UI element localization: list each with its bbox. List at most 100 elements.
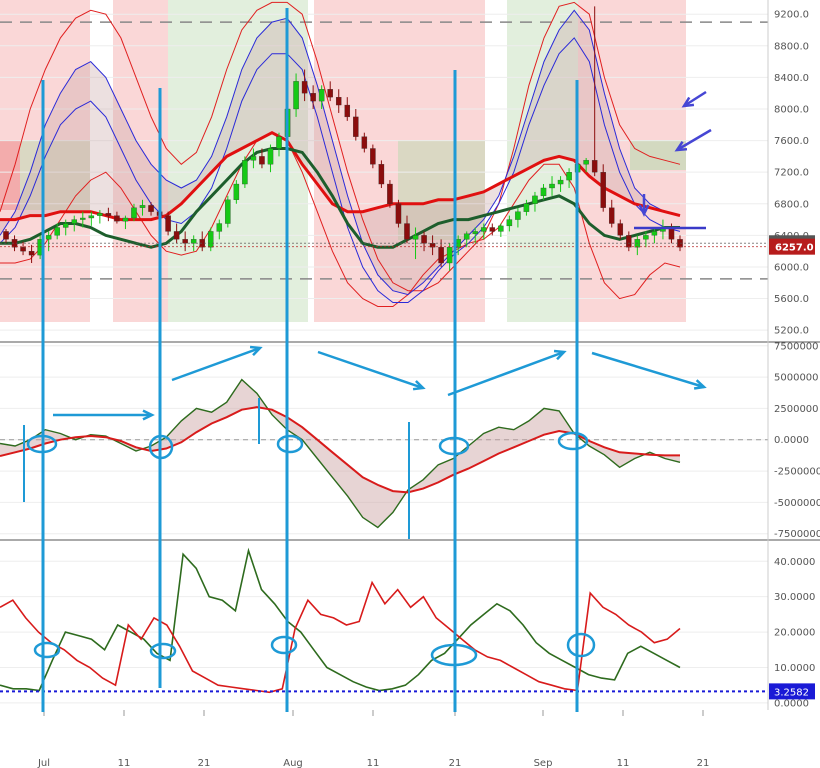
candle-body xyxy=(617,223,624,236)
candle-body xyxy=(498,225,504,232)
candle-body xyxy=(139,205,146,208)
candle-body xyxy=(165,215,171,232)
candle-body xyxy=(361,136,368,149)
candle-body xyxy=(105,213,112,216)
candle-body xyxy=(566,172,572,181)
candle-body xyxy=(216,223,223,232)
x-tick-label: 21 xyxy=(449,758,462,768)
candle-body xyxy=(233,183,240,200)
candle-body xyxy=(600,172,606,208)
y-tick-label: 5200.0 xyxy=(774,326,809,337)
panel2-series-line xyxy=(0,406,680,494)
candle-body xyxy=(463,233,470,240)
y-tick-label: 20.0000 xyxy=(774,628,815,639)
zone-band xyxy=(20,140,90,210)
zone-band xyxy=(0,140,20,210)
panel3-badge-label: 3.2582 xyxy=(774,687,809,698)
annotation-circle xyxy=(430,643,478,667)
annotation-circle xyxy=(149,642,177,660)
annotation-arrow xyxy=(591,351,705,389)
y-tick-label: 8400.0 xyxy=(774,73,809,84)
candle-body xyxy=(481,227,487,232)
candle-body xyxy=(88,215,95,219)
candle-body xyxy=(506,219,513,227)
candle-body xyxy=(532,195,538,204)
annotation-arrow-head xyxy=(553,349,567,361)
annotation-circle xyxy=(566,632,596,658)
candle-body xyxy=(276,136,282,149)
candle-body xyxy=(651,231,658,236)
green-thick-line xyxy=(0,147,680,249)
y-tick-label: -5000000 xyxy=(774,498,820,509)
candle-body xyxy=(225,199,231,224)
panel3-series-line xyxy=(0,580,681,694)
y-tick-label: 5600.0 xyxy=(774,294,809,305)
x-tick-label: Jul xyxy=(37,758,50,768)
annotation-arrow-purple xyxy=(676,128,712,152)
candle-body xyxy=(293,81,299,110)
candle-body xyxy=(310,93,316,102)
y-tick-label: 0.0000 xyxy=(774,435,809,446)
annotation-arrow xyxy=(317,350,424,390)
candle-body xyxy=(404,223,410,240)
annotation-arrow-purple-head xyxy=(674,140,688,152)
candle-body xyxy=(583,160,589,165)
y-tick-label: -7500000 xyxy=(774,529,820,540)
candle-body xyxy=(523,203,530,212)
blue-band-2 xyxy=(0,37,681,303)
candle-body xyxy=(378,164,385,185)
candle-body xyxy=(370,148,376,165)
annotation-circle xyxy=(557,431,589,451)
candle-body xyxy=(608,207,615,224)
y-tick-label: 7200.0 xyxy=(774,168,809,179)
price-badge xyxy=(769,238,815,255)
annotation-circle xyxy=(33,641,61,659)
candle-body xyxy=(387,183,393,204)
y-tick-label: 8000.0 xyxy=(774,104,809,115)
candle-body xyxy=(668,227,675,240)
candle-body xyxy=(80,217,86,220)
annotation-arrow xyxy=(171,346,261,382)
candle-body xyxy=(250,156,257,161)
candle-body xyxy=(54,227,60,236)
annotation-arrow-purple-head xyxy=(638,204,650,217)
annotation-arrow xyxy=(447,350,565,397)
candle-body xyxy=(148,205,154,212)
candle-body xyxy=(591,160,598,173)
candle-body xyxy=(190,239,197,244)
panel3-badge xyxy=(769,683,815,700)
candle-body xyxy=(122,217,129,222)
annotation-arrow-head xyxy=(249,345,263,357)
price-badge-label: 6257.0 xyxy=(775,243,814,254)
candle-body xyxy=(540,187,547,197)
candle-body xyxy=(45,235,52,240)
candle-body xyxy=(20,247,26,252)
y-tick-label: 9200.0 xyxy=(774,10,809,21)
candle-body xyxy=(438,247,444,264)
upper-envelope-red xyxy=(0,1,681,292)
x-tick-label: 21 xyxy=(697,758,710,768)
candle-body xyxy=(208,231,214,248)
candle-body xyxy=(344,104,351,118)
candle-body xyxy=(3,231,9,240)
price-cloud xyxy=(0,10,680,295)
candle-body xyxy=(114,215,120,222)
candle-body xyxy=(489,227,496,232)
candle-body xyxy=(301,81,308,94)
candles xyxy=(3,6,683,271)
annotation-arrow-purple xyxy=(683,90,707,108)
annotation-circle xyxy=(276,434,304,454)
candle-body xyxy=(327,89,333,98)
candle-body xyxy=(242,160,248,185)
candle-body xyxy=(446,247,453,264)
y-tick-label: 5000000 xyxy=(774,373,819,384)
annotations xyxy=(23,8,712,712)
x-axis-labels: Jul 11 21 Aug 11 21 Sep 11 21 xyxy=(37,710,709,768)
candle-body xyxy=(97,213,103,216)
candle-body xyxy=(335,97,342,106)
candle-body xyxy=(412,235,419,240)
x-tick-label: Sep xyxy=(534,758,553,768)
candle-body xyxy=(71,219,78,224)
y-tick-label: 30.0000 xyxy=(774,592,815,603)
